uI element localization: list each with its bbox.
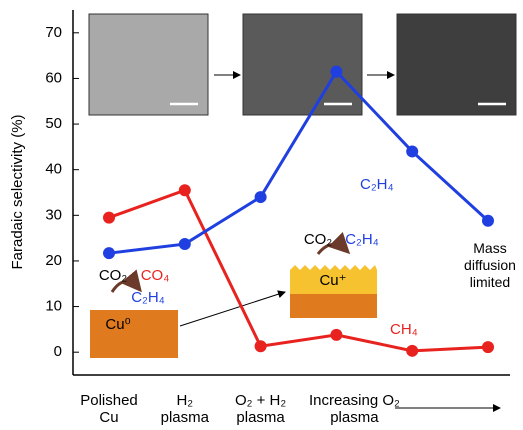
data-point: [179, 238, 191, 250]
x-tick-label: Increasing O₂ plasma: [306, 392, 402, 426]
data-point: [179, 184, 191, 196]
legend-label: C₂H₄: [360, 176, 394, 193]
chart: Faradaic selectivity (%) 0 10 20 30 40 50 60 70…: [0, 0, 523, 430]
y-tick-label: 40: [45, 161, 62, 178]
annotation: Cu⁺: [319, 272, 346, 289]
data-point: [482, 341, 494, 353]
figure: Faradaic selectivity (%) 0 10 20 30 40 50 60 70…: [0, 0, 523, 430]
annotation: CO₂: [304, 231, 333, 248]
data-point: [103, 247, 115, 259]
annotation: CO₄: [141, 267, 170, 284]
annotation: C₂H₄: [345, 231, 379, 248]
y-tick-label: 20: [45, 252, 62, 269]
data-point: [406, 145, 418, 157]
annotation: CO₂: [99, 267, 128, 284]
y-axis-label: Faradaic selectivity (%): [9, 114, 26, 269]
data-point: [255, 191, 267, 203]
y-tick-label: 70: [45, 24, 62, 41]
annotation: Mass diffusion limited: [450, 240, 523, 291]
sem-images: [89, 14, 516, 115]
y-tick-label: 30: [45, 206, 62, 223]
y-tick-label: 60: [45, 69, 62, 86]
data-point: [406, 345, 418, 357]
y-tick-label: 50: [45, 115, 62, 132]
legend-label: CH₄: [390, 321, 418, 338]
y-tick-label: 10: [45, 298, 62, 315]
x-tick-label: Polished Cu: [74, 392, 144, 426]
data-point: [255, 340, 267, 352]
data-point: [330, 329, 342, 341]
x-tick-label: O₂ + H₂ plasma: [223, 392, 299, 426]
data-point: [330, 66, 342, 78]
annotation: Cu⁰: [105, 316, 130, 333]
annotation: C₂H₄: [131, 289, 165, 306]
y-tick-label: 0: [54, 343, 62, 360]
x-tick-label: H₂ plasma: [157, 392, 213, 426]
data-point: [103, 212, 115, 224]
data-point: [482, 215, 494, 227]
